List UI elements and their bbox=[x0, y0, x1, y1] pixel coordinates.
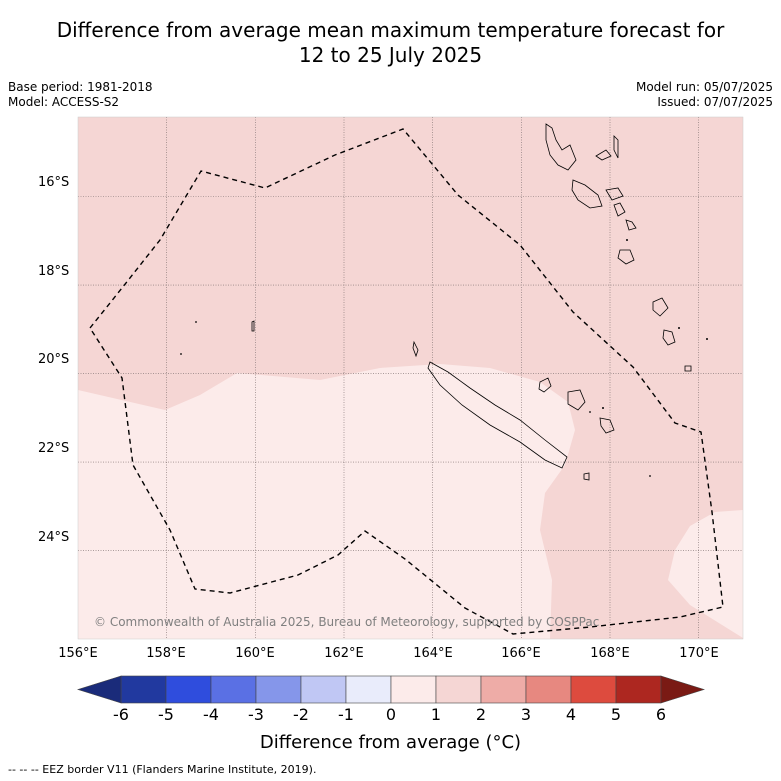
colorbar-tick-label: 5 bbox=[610, 705, 622, 724]
island-coast bbox=[538, 377, 552, 393]
colorbar-segment bbox=[570, 675, 617, 704]
island-dot bbox=[678, 327, 680, 329]
colorbar-segment bbox=[345, 675, 392, 704]
lat-tick-20s: 20°S bbox=[38, 352, 70, 367]
colorbar-tick-label: 2 bbox=[475, 705, 487, 724]
island-coast bbox=[412, 340, 419, 358]
island-dot bbox=[706, 338, 708, 340]
island-dot bbox=[626, 239, 628, 241]
title-line-1: Difference from average mean maximum tem… bbox=[56, 18, 725, 42]
vanuatu-coast bbox=[571, 179, 603, 209]
island-dot bbox=[180, 353, 182, 355]
loyalty-islands-coast bbox=[599, 417, 615, 434]
lon-tick-164e: 164°E bbox=[413, 646, 453, 661]
vanuatu-coast bbox=[605, 187, 624, 201]
meta-right: Model run: 05/07/2025 Issued: 07/07/2025 bbox=[636, 80, 773, 110]
colorbar-tick-label: -1 bbox=[338, 705, 354, 724]
colorbar-tick-label: 3 bbox=[520, 705, 532, 724]
colorbar-segment bbox=[525, 675, 572, 704]
map-frame bbox=[77, 116, 744, 640]
reef-coast bbox=[251, 320, 255, 332]
lon-tick-170e: 170°E bbox=[679, 646, 719, 661]
lon-tick-168e: 168°E bbox=[590, 646, 630, 661]
vanuatu-coast bbox=[613, 202, 626, 217]
colorbar-segment bbox=[300, 675, 347, 704]
vanuatu-coast bbox=[625, 219, 637, 231]
loyalty-islands-coast bbox=[567, 389, 586, 411]
colorbar-tick-label: 1 bbox=[430, 705, 442, 724]
lat-tick-18s: 18°S bbox=[38, 264, 70, 279]
anomaly-0-1-region bbox=[78, 364, 575, 639]
colorbar-tick-label: 6 bbox=[655, 705, 667, 724]
island-coast bbox=[652, 297, 669, 317]
island-dot bbox=[649, 475, 651, 477]
small-islands bbox=[180, 239, 708, 477]
colorbar-segment bbox=[480, 675, 527, 704]
colorbar-tick-label: -4 bbox=[203, 705, 219, 724]
model-run: Model run: 05/07/2025 bbox=[635, 80, 773, 94]
colorbar-label: Difference from average (°C) bbox=[259, 732, 522, 753]
vanuatu-coast bbox=[545, 123, 577, 171]
vanuatu-coast bbox=[613, 135, 619, 159]
colorbar-segment bbox=[615, 675, 662, 704]
coastlines bbox=[251, 123, 692, 481]
island-dot bbox=[195, 321, 197, 323]
colorbar-tick-label: -2 bbox=[293, 705, 309, 724]
colorbar-under-arrow bbox=[76, 675, 122, 704]
model-name: Model: ACCESS-S2 bbox=[8, 95, 120, 109]
eez-border bbox=[89, 128, 724, 635]
title-line-2: 12 to 25 July 2025 bbox=[298, 43, 483, 67]
graticule bbox=[78, 117, 743, 639]
new-caledonia-coast bbox=[427, 361, 568, 469]
chart-title: Difference from average mean maximum tem… bbox=[0, 18, 781, 68]
meta-left: Base period: 1981-2018 Model: ACCESS-S2 bbox=[8, 80, 153, 110]
colorbar-segment bbox=[390, 675, 437, 704]
colorbar-tick-label: 4 bbox=[565, 705, 577, 724]
colorbar-tick-label: 0 bbox=[385, 705, 397, 724]
island-dot bbox=[589, 411, 591, 413]
colorbar-segment bbox=[255, 675, 302, 704]
colorbar-tick-label: -6 bbox=[113, 705, 129, 724]
island-coast bbox=[684, 365, 692, 372]
colorbar-segment bbox=[165, 675, 212, 704]
lon-tick-166e: 166°E bbox=[501, 646, 541, 661]
map-area: © Commonwealth of Australia 2025, Bureau… bbox=[78, 117, 743, 639]
base-period: Base period: 1981-2018 bbox=[8, 80, 153, 94]
colorbar bbox=[76, 675, 706, 704]
colorbar-segment bbox=[435, 675, 482, 704]
colorbar-segment bbox=[120, 675, 167, 704]
colorbar-tick-label: -3 bbox=[248, 705, 264, 724]
colorbar-tick-label: -5 bbox=[158, 705, 174, 724]
colorbar-segment bbox=[210, 675, 257, 704]
lat-tick-16s: 16°S bbox=[38, 175, 70, 190]
lon-tick-156e: 156°E bbox=[58, 646, 98, 661]
island-coast bbox=[662, 329, 676, 346]
lon-tick-162e: 162°E bbox=[324, 646, 364, 661]
vanuatu-coast bbox=[595, 149, 612, 161]
vanuatu-coast bbox=[617, 249, 635, 265]
colorbar-over-arrow bbox=[660, 675, 706, 704]
copyright-notice: © Commonwealth of Australia 2025, Bureau… bbox=[94, 615, 599, 629]
island-coast bbox=[583, 472, 590, 481]
lat-tick-24s: 24°S bbox=[38, 530, 70, 545]
eez-legend-note: -- -- -- EEZ border V11 (Flanders Marine… bbox=[8, 763, 317, 776]
anomaly-0-1-region-east bbox=[668, 510, 743, 638]
lat-tick-22s: 22°S bbox=[38, 441, 70, 456]
lon-tick-160e: 160°E bbox=[235, 646, 275, 661]
issued-date: Issued: 07/07/2025 bbox=[657, 95, 773, 109]
lon-tick-158e: 158°E bbox=[146, 646, 186, 661]
island-dot bbox=[602, 407, 604, 409]
